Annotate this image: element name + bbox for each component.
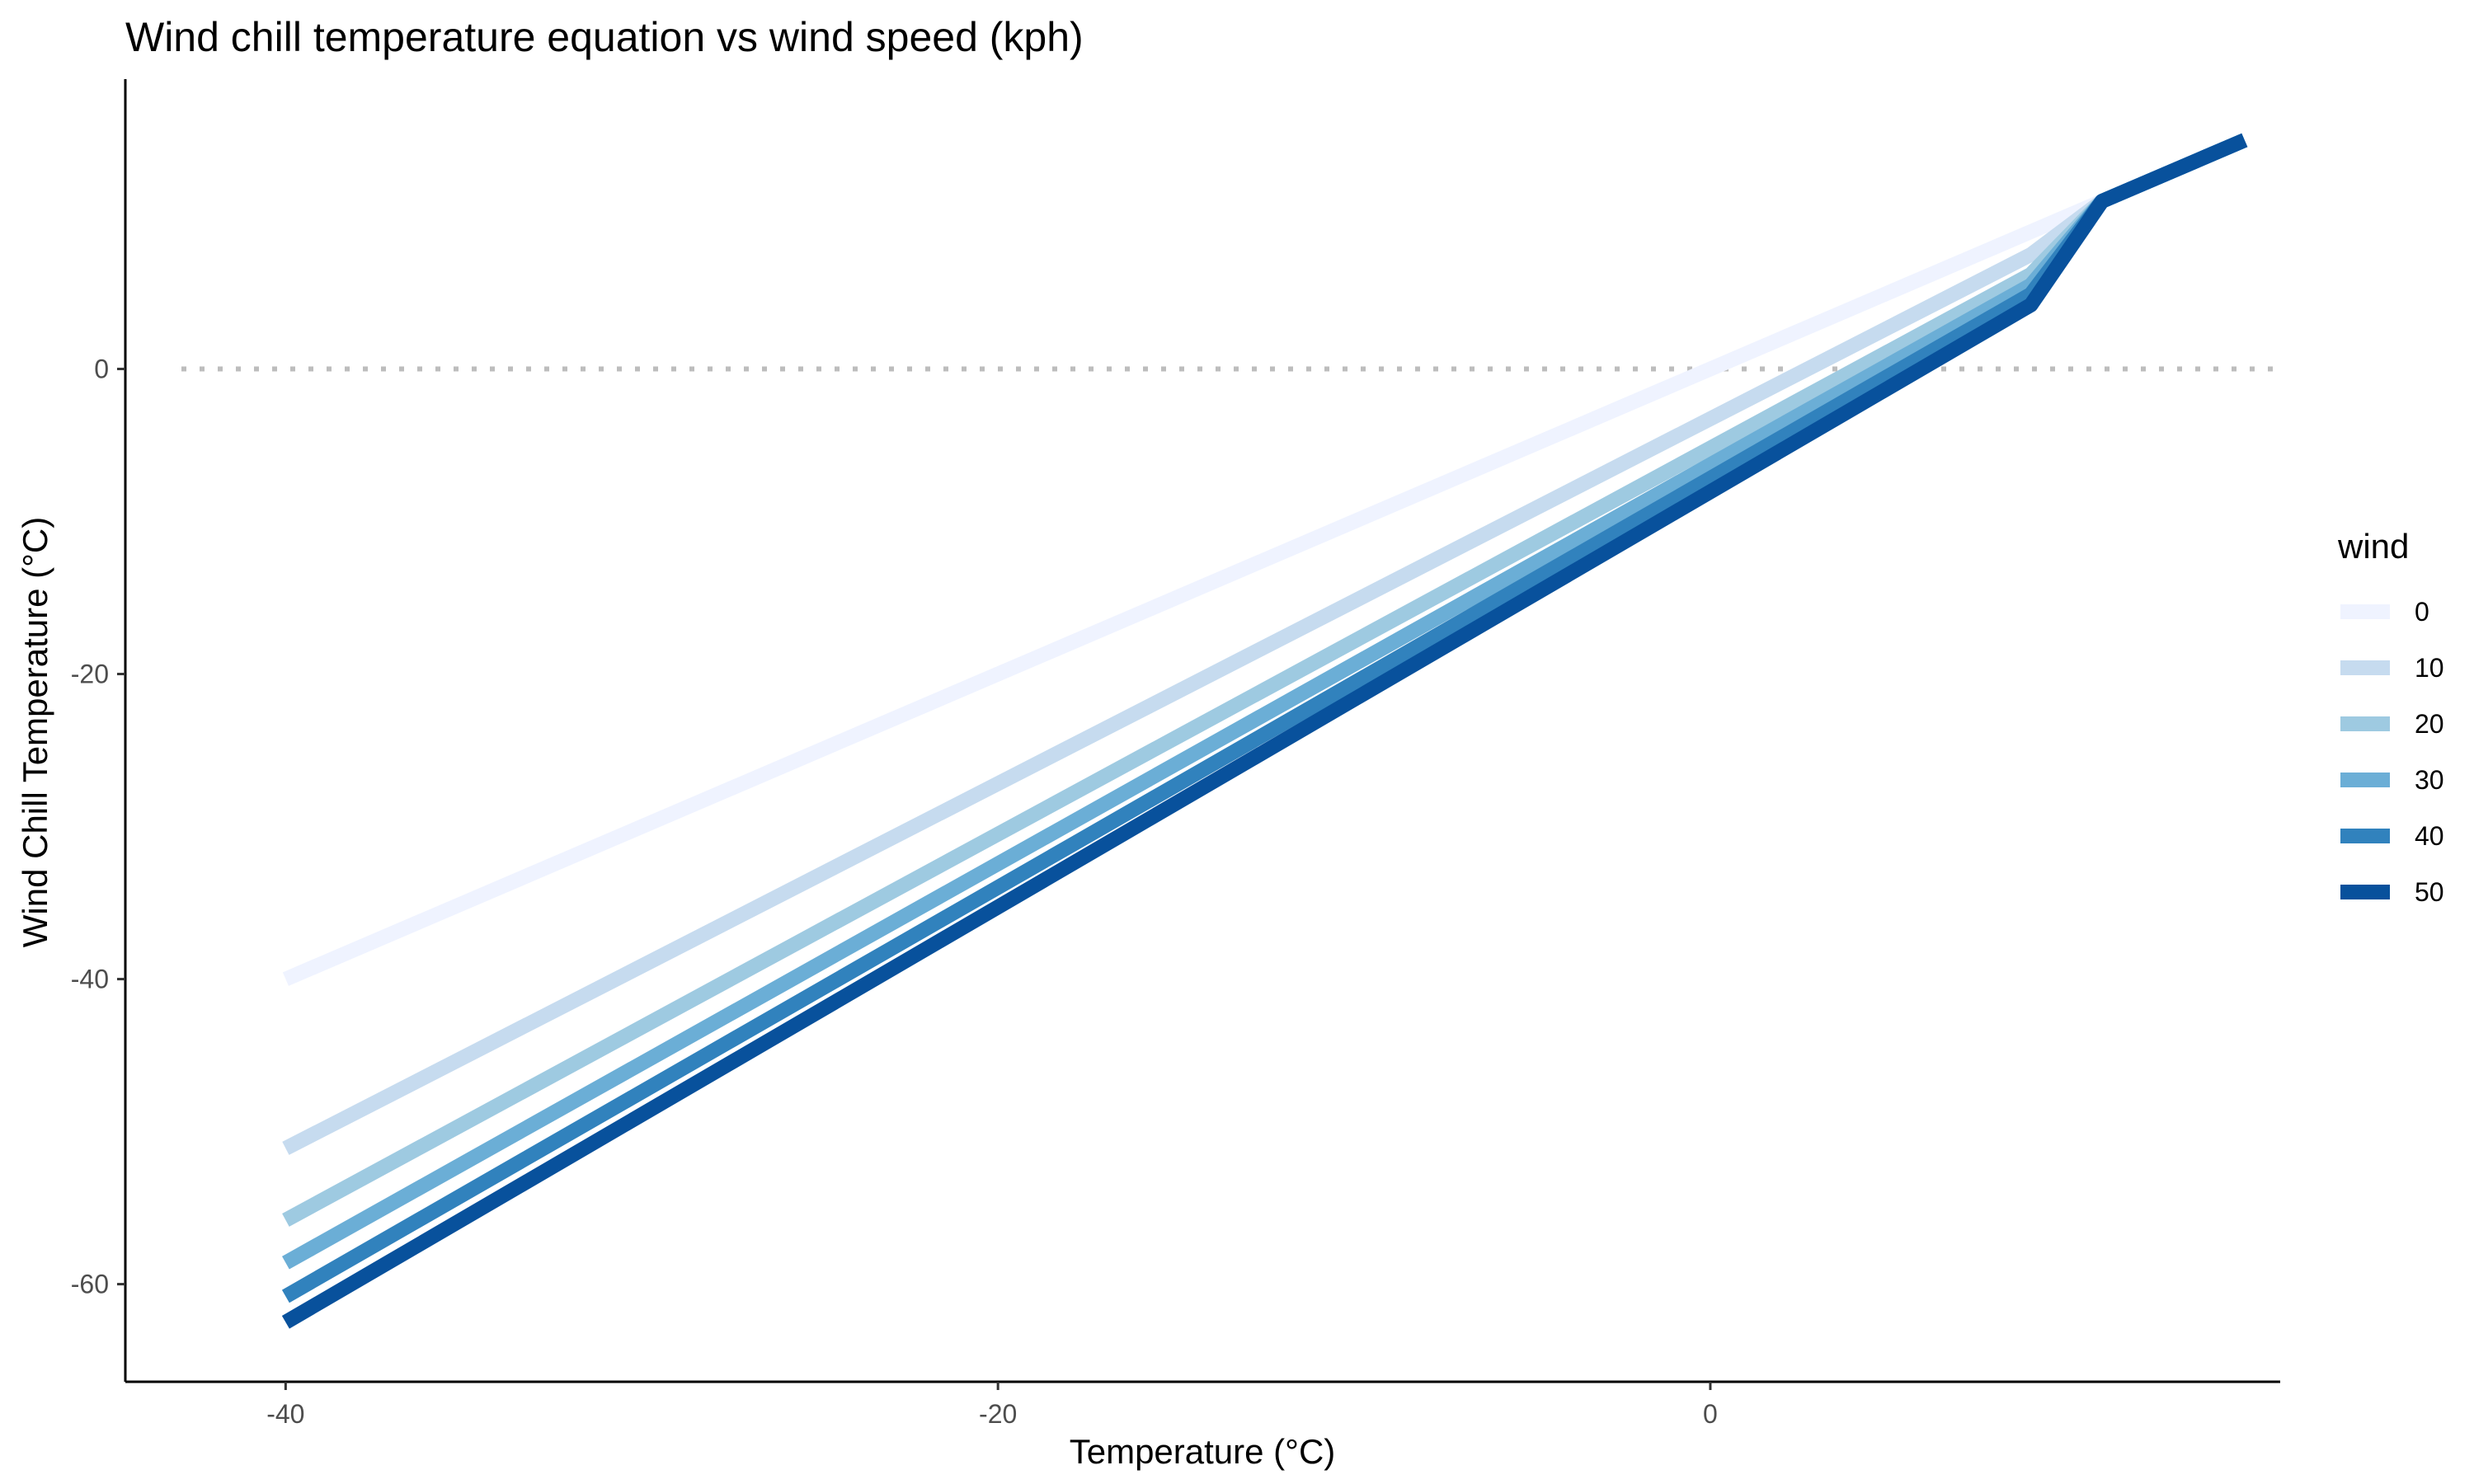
y-axis-ticks: -60 -40 -20 0: [71, 355, 125, 1299]
legend-label-wind-20: 20: [2415, 709, 2444, 739]
x-tick-label: 0: [1703, 1399, 1718, 1429]
x-axis-ticks: -40 -20 0: [266, 1382, 1718, 1429]
legend-label-wind-50: 50: [2415, 877, 2444, 907]
legend-label-wind-30: 30: [2415, 765, 2444, 795]
y-tick-label: -60: [71, 1270, 109, 1299]
series-lines: [281, 133, 2248, 1329]
x-tick-label: -40: [266, 1399, 304, 1429]
legend-title: wind: [2337, 527, 2409, 566]
legend-label-wind-10: 10: [2415, 653, 2444, 683]
plot-area: [181, 133, 2280, 1329]
legend: wind 0 10 20 30 40 50: [2337, 527, 2444, 907]
y-tick-label: -40: [71, 965, 109, 994]
legend-items: 0 10 20 30 40 50: [2340, 597, 2444, 907]
x-axis-title: Temperature (°C): [1070, 1432, 1336, 1471]
legend-label-wind-0: 0: [2415, 597, 2429, 627]
legend-label-wind-40: 40: [2415, 821, 2444, 851]
y-axis-title: Wind Chill Temperature (°C): [16, 517, 54, 948]
series-line-wind-0: [282, 133, 2248, 986]
series-line-wind-30: [282, 133, 2248, 1270]
series-line-wind-50: [281, 133, 2248, 1329]
y-tick-label: -20: [71, 660, 109, 689]
x-tick-label: -20: [979, 1399, 1017, 1429]
y-tick-label: 0: [94, 355, 109, 384]
chart-title: Wind chill temperature equation vs wind …: [125, 14, 1084, 60]
series-line-wind-10: [282, 133, 2248, 1155]
